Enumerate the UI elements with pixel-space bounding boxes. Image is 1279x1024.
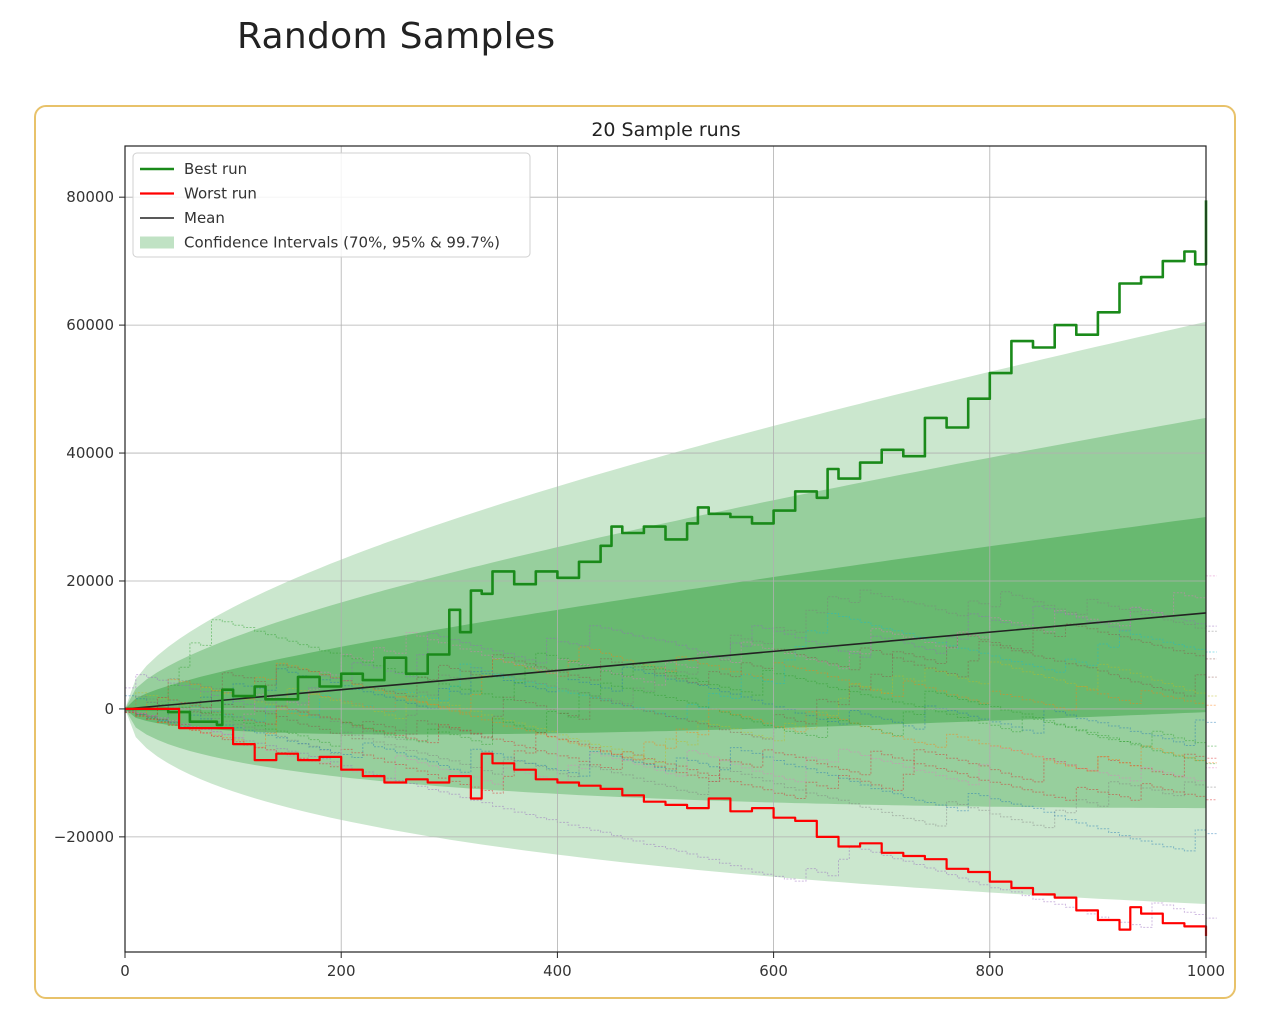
axes: 0 200 400 600 800 1000 −20000 0 20000 40000 60000 8… bbox=[54, 145, 1225, 980]
legend-swatch bbox=[140, 236, 174, 249]
sample-runs bbox=[125, 575, 1217, 928]
sample-run-line bbox=[125, 589, 1217, 740]
legend: Best run Worst run Mean Confidence Interval… bbox=[132, 152, 531, 258]
legend-label: Best run bbox=[184, 160, 247, 178]
best-run-line bbox=[125, 200, 1208, 727]
x-tick-label: 400 bbox=[543, 962, 572, 980]
sample-run-line bbox=[125, 682, 1217, 747]
y-tick-label: 0 bbox=[104, 700, 114, 718]
chart: 0 200 400 600 800 1000 −20000 0 20000 40000 60000 8… bbox=[54, 119, 1225, 980]
y-tick-label: −20000 bbox=[54, 828, 114, 846]
plot-area-frame bbox=[124, 145, 1207, 953]
x-tick-label: 0 bbox=[120, 962, 130, 980]
sample-run-line bbox=[125, 613, 1217, 722]
x-tick-label: 1000 bbox=[1187, 962, 1225, 980]
y-tick-label: 40000 bbox=[66, 444, 114, 462]
confidence-band-997 bbox=[125, 321, 1206, 904]
legend-label: Mean bbox=[184, 209, 225, 227]
sample-run-line bbox=[125, 575, 1217, 739]
confidence-band-95 bbox=[125, 417, 1206, 809]
legend-label: Confidence Intervals (70%, 95% & 99.7%) bbox=[184, 234, 500, 252]
mean-line bbox=[124, 612, 1207, 710]
slide-title: Random Samples bbox=[237, 16, 556, 57]
y-tick-label: 80000 bbox=[66, 188, 114, 206]
x-tick-label: 600 bbox=[759, 962, 788, 980]
y-tick-label: 60000 bbox=[66, 316, 114, 334]
sample-run-line bbox=[125, 646, 1217, 715]
sample-run-line bbox=[125, 623, 1217, 740]
x-tick-label: 800 bbox=[975, 962, 1004, 980]
worst-run-line bbox=[125, 707, 1208, 936]
sample-run-line bbox=[125, 708, 1217, 829]
sample-run-line bbox=[125, 619, 1217, 765]
confidence-band-70 bbox=[125, 517, 1206, 735]
confidence-bands bbox=[125, 321, 1206, 904]
sample-run-line bbox=[125, 661, 1217, 763]
sample-run-line bbox=[125, 605, 1217, 713]
sample-run-line bbox=[125, 641, 1217, 725]
sample-run-line bbox=[125, 711, 1217, 801]
best-run-group bbox=[125, 200, 1208, 727]
chart-title: 20 Sample runs bbox=[591, 119, 740, 141]
sample-run-line bbox=[125, 693, 1217, 772]
chart-frame: 0 200 400 600 800 1000 −20000 0 20000 40000 60000 8… bbox=[34, 105, 1236, 999]
x-tick-label: 200 bbox=[327, 962, 356, 980]
legend-box bbox=[132, 152, 531, 258]
sample-run-line bbox=[125, 697, 1217, 799]
mean-line-group bbox=[124, 612, 1207, 710]
y-tick-label: 20000 bbox=[66, 572, 114, 590]
sample-run-line bbox=[125, 710, 1217, 928]
legend-label: Worst run bbox=[184, 185, 257, 203]
worst-run-group bbox=[125, 707, 1208, 936]
